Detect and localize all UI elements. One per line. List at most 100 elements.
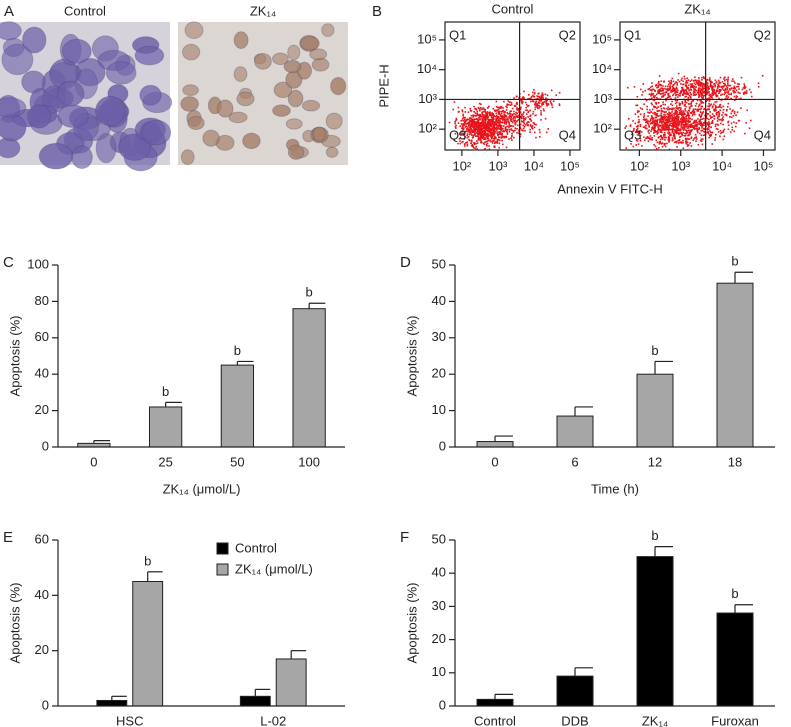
event [717,120,719,122]
event [513,137,515,139]
y-tick-label: 40 [432,293,446,308]
event [727,87,729,89]
event [652,112,654,114]
event [644,90,646,92]
event [702,144,704,146]
event [750,120,752,122]
event [480,131,482,133]
event [502,144,504,146]
event [473,119,475,121]
event [668,93,670,95]
event [490,133,492,135]
event [482,121,484,123]
event [475,146,477,148]
event [471,131,473,133]
cell [288,145,304,159]
event [471,120,473,122]
cell [284,60,301,72]
event [742,89,744,91]
y-tick-label: 10 [432,402,446,417]
event [722,81,724,83]
cell [182,44,199,60]
event [454,101,456,103]
event [492,108,494,110]
event [703,85,705,87]
event [507,133,509,135]
event [668,94,670,96]
cell [217,100,233,117]
event [712,87,714,89]
event [662,85,664,87]
cell [0,22,21,40]
event [509,129,511,131]
event [475,130,477,132]
event [701,134,703,136]
event [696,138,698,140]
event [731,117,733,119]
event [677,118,679,120]
event [696,122,698,124]
event [644,119,646,121]
event [736,86,738,88]
event [701,102,703,104]
event [697,80,699,82]
event [469,132,471,134]
event [665,92,667,94]
event [551,90,553,92]
event [499,120,501,122]
event [728,93,730,95]
event [731,93,733,95]
event [648,124,650,126]
x-axis-label: Annexin V FITC-H [557,181,662,196]
event [659,93,661,95]
event [735,126,737,128]
event [680,83,682,85]
event [670,122,672,124]
event [476,111,478,113]
event [686,115,688,117]
event [710,134,712,136]
event [727,82,729,84]
event [726,86,728,88]
event [681,79,683,81]
event [708,106,710,108]
event [493,116,495,118]
event [478,136,480,138]
event [654,121,656,123]
cell [243,133,261,148]
event [713,118,715,120]
bar [149,407,181,447]
event [488,124,490,126]
event [676,146,678,148]
event [743,87,745,89]
event [723,135,725,137]
event [495,116,497,118]
panel-letter: D [400,254,411,271]
event [516,112,518,114]
event [665,146,667,148]
y-tick-label: 10⁵ [417,31,437,46]
event [708,128,710,130]
y-tick-label: 20 [432,631,446,646]
event [668,118,670,120]
event [555,94,557,96]
event [674,120,676,122]
event [526,123,528,125]
event [477,132,479,134]
event [539,136,541,138]
event [651,123,653,125]
event [513,111,515,113]
event [672,122,674,124]
event [497,127,499,129]
event [474,124,476,126]
event [650,135,652,137]
event [711,143,713,145]
event [667,128,669,130]
event [529,118,531,120]
event [681,132,683,134]
event [516,107,518,109]
x-tick-label: 10⁴ [524,158,544,173]
event [523,116,525,118]
event [492,135,494,137]
event [520,107,522,109]
